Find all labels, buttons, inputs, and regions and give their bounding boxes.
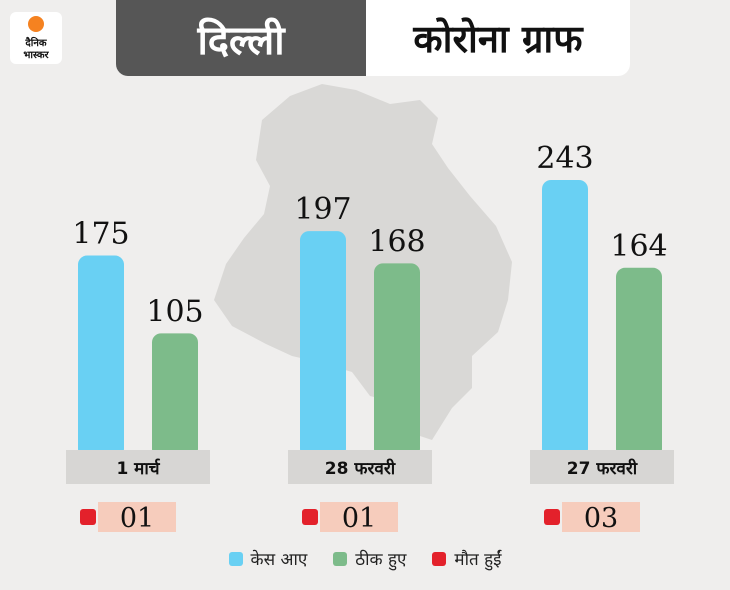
data-label-cases-2: 243 [536, 141, 593, 176]
legend-item-cases: केस आए [228, 547, 308, 570]
data-label-recovered-1: 168 [368, 224, 425, 259]
legend-swatch-recovered [333, 551, 348, 566]
data-label-deaths-2: 03 [584, 503, 618, 534]
data-label-recovered-0: 105 [146, 294, 203, 329]
legend-label-deaths: मौत हुईं [454, 550, 502, 570]
logo-text-line1: दैनिक [24, 36, 47, 49]
tick-label-0: 1 मार्च [116, 458, 160, 479]
bar-recovered-2 [616, 267, 662, 458]
sun-icon [28, 16, 44, 32]
death-box-0 [98, 502, 176, 532]
legend-item-deaths: मौत हुईं [432, 547, 501, 570]
bar-cases-1 [300, 231, 346, 458]
title-bar: दिल्ली कोरोना ग्राफ [116, 0, 630, 76]
data-label-cases-1: 197 [294, 192, 351, 227]
death-box-2 [562, 502, 640, 532]
title-graph: कोरोना ग्राफ [366, 0, 630, 76]
death-box-1 [320, 502, 398, 532]
data-label-recovered-2: 164 [610, 229, 667, 264]
bar-cases-0 [78, 255, 124, 458]
bar-cases-2 [542, 180, 588, 458]
legend-item-recovered: ठीक हुए [333, 547, 406, 570]
legend-label-recovered: ठीक हुए [355, 550, 407, 570]
category-box-0 [66, 450, 210, 484]
legend-swatch-cases [228, 551, 243, 566]
tick-label-2: 27 फरवरी [567, 458, 638, 479]
data-label-cases-0: 175 [72, 217, 129, 252]
title-city: दिल्ली [116, 0, 366, 76]
death-marker-2 [544, 509, 560, 525]
category-box-2 [530, 450, 674, 484]
tick-label-1: 28 फरवरी [325, 458, 396, 479]
legend: केस आए ठीक हुए मौत हुईं [0, 547, 730, 570]
death-marker-0 [80, 509, 96, 525]
death-marker-1 [302, 509, 318, 525]
legend-swatch-deaths [432, 551, 447, 566]
bar-recovered-0 [152, 333, 198, 458]
bar-recovered-1 [374, 263, 420, 458]
data-label-deaths-0: 01 [120, 503, 154, 534]
data-label-deaths-1: 01 [342, 503, 376, 534]
logo-text-line2: भास्कर [23, 50, 49, 61]
legend-label-cases: केस आए [250, 550, 308, 570]
logo: दैनिक भास्कर [10, 12, 62, 64]
delhi-map-silhouette [214, 84, 512, 440]
category-box-1 [288, 450, 432, 484]
